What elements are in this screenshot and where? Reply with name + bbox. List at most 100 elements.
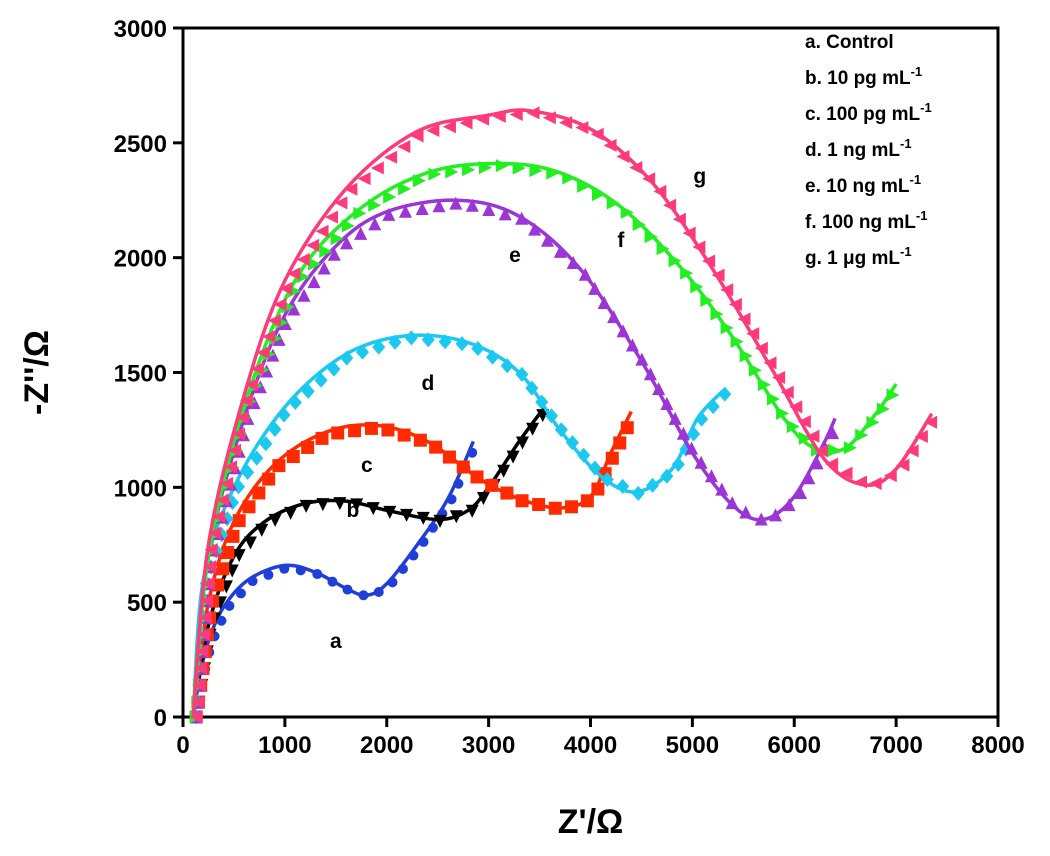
- data-point-square: [252, 486, 266, 500]
- data-point-triangle-right: [606, 196, 620, 210]
- data-point-square: [605, 451, 619, 465]
- data-point-triangle-left: [334, 196, 348, 210]
- data-point-triangle-up: [317, 261, 331, 275]
- data-point-triangle-up: [715, 482, 729, 496]
- data-point-triangle-right: [776, 406, 790, 420]
- data-point-triangle-left: [814, 444, 828, 458]
- legend-superscript: -1: [916, 208, 928, 223]
- data-point-triangle-down: [497, 464, 511, 478]
- data-point-triangle-left: [256, 346, 270, 360]
- data-point-triangle-left: [192, 678, 206, 692]
- data-point-triangle-right: [843, 441, 857, 455]
- data-point-square: [364, 421, 378, 435]
- data-point-diamond: [600, 471, 614, 487]
- data-point-triangle-left: [198, 610, 212, 624]
- curve-label-d: d: [421, 372, 434, 395]
- data-point-triangle-left: [905, 444, 919, 458]
- data-point-diamond: [588, 460, 602, 476]
- data-point-circle: [327, 576, 338, 587]
- data-point-triangle-right: [341, 219, 355, 233]
- curve-label-c: c: [361, 454, 373, 477]
- data-point-triangle-left: [896, 458, 910, 472]
- data-point-square: [272, 459, 286, 473]
- data-point-triangle-right: [700, 293, 714, 307]
- x-tick-label: 2000: [360, 732, 413, 759]
- data-point-diamond: [421, 332, 435, 348]
- data-point-diamond: [250, 450, 264, 466]
- data-point-triangle-up: [625, 338, 639, 352]
- data-point-triangle-up: [297, 288, 311, 302]
- data-point-circle: [224, 600, 235, 611]
- data-point-triangle-left: [924, 415, 938, 429]
- data-point-triangle-left: [780, 385, 794, 399]
- x-tick-label: 7000: [869, 732, 922, 759]
- data-point-triangle-right: [680, 266, 694, 280]
- data-point-triangle-up: [382, 207, 396, 221]
- data-point-square: [315, 431, 329, 445]
- data-point-diamond: [706, 399, 720, 415]
- data-point-triangle-left: [797, 415, 811, 429]
- x-tick-label: 1000: [258, 732, 311, 759]
- data-point-circle: [216, 615, 227, 626]
- legend-superscript: -1: [910, 172, 922, 187]
- data-point-square: [262, 472, 276, 486]
- data-point-triangle-left: [672, 212, 686, 226]
- data-point-triangle-left: [370, 161, 384, 175]
- data-point-triangle-down: [232, 549, 246, 563]
- data-point-triangle-right: [368, 198, 382, 212]
- data-point-triangle-right: [757, 378, 771, 392]
- data-point-triangle-left: [772, 371, 786, 385]
- data-point-triangle-left: [853, 475, 867, 489]
- data-point-triangle-left: [459, 116, 473, 130]
- x-tick-label: 0: [176, 732, 189, 759]
- data-point-square: [348, 424, 362, 438]
- data-point-triangle-up: [578, 267, 592, 281]
- fit-line-g: [191, 108, 934, 718]
- data-point-triangle-up: [432, 199, 446, 213]
- data-point-triangle-right: [428, 167, 442, 181]
- data-point-circle: [263, 569, 274, 580]
- data-point-square: [591, 482, 605, 496]
- data-point-triangle-left: [235, 410, 249, 424]
- data-point-circle: [453, 478, 464, 489]
- data-point-triangle-right: [690, 280, 704, 294]
- data-point-triangle-left: [825, 457, 839, 471]
- data-point-triangle-up: [553, 244, 567, 258]
- data-point-triangle-up: [802, 471, 816, 485]
- curve-label-e: e: [509, 244, 521, 267]
- data-point-circle: [235, 588, 246, 599]
- data-point-triangle-down: [268, 513, 282, 527]
- data-point-triangle-up: [794, 486, 808, 500]
- legend-entry-d: d. 1 ng mL-1: [805, 136, 912, 161]
- data-point-triangle-up: [354, 226, 368, 240]
- data-point-diamond: [646, 477, 660, 493]
- data-point-triangle-left: [200, 593, 214, 607]
- data-point-triangle-right: [353, 206, 367, 220]
- data-point-square: [429, 440, 443, 454]
- data-point-triangle-left: [509, 108, 523, 122]
- data-point-circle: [387, 577, 398, 588]
- data-point-triangle-right: [748, 363, 762, 377]
- legend-entry-f: f. 100 ng mL-1: [805, 208, 927, 233]
- data-point-diamond: [535, 394, 549, 410]
- data-point-triangle-down: [416, 511, 430, 525]
- data-point-triangle-left: [216, 493, 230, 507]
- data-point-triangle-left: [839, 466, 853, 480]
- data-point-triangle-right: [319, 244, 333, 258]
- data-point-triangle-left: [194, 661, 208, 675]
- data-point-triangle-up: [725, 496, 739, 510]
- data-point-triangle-right: [398, 182, 412, 196]
- data-point-triangle-right: [577, 179, 591, 193]
- data-point-triangle-left: [227, 443, 241, 457]
- data-point-triangle-up: [528, 222, 542, 236]
- y-tick-label: 0: [154, 705, 167, 732]
- data-point-triangle-up: [566, 255, 580, 269]
- data-point-triangle-left: [208, 526, 222, 540]
- data-point-triangle-left: [616, 149, 630, 163]
- data-point-triangle-left: [191, 695, 205, 709]
- data-point-triangle-down: [243, 536, 257, 550]
- data-point-triangle-right: [866, 415, 880, 429]
- data-point-triangle-right: [462, 163, 476, 177]
- data-point-triangle-left: [220, 476, 234, 490]
